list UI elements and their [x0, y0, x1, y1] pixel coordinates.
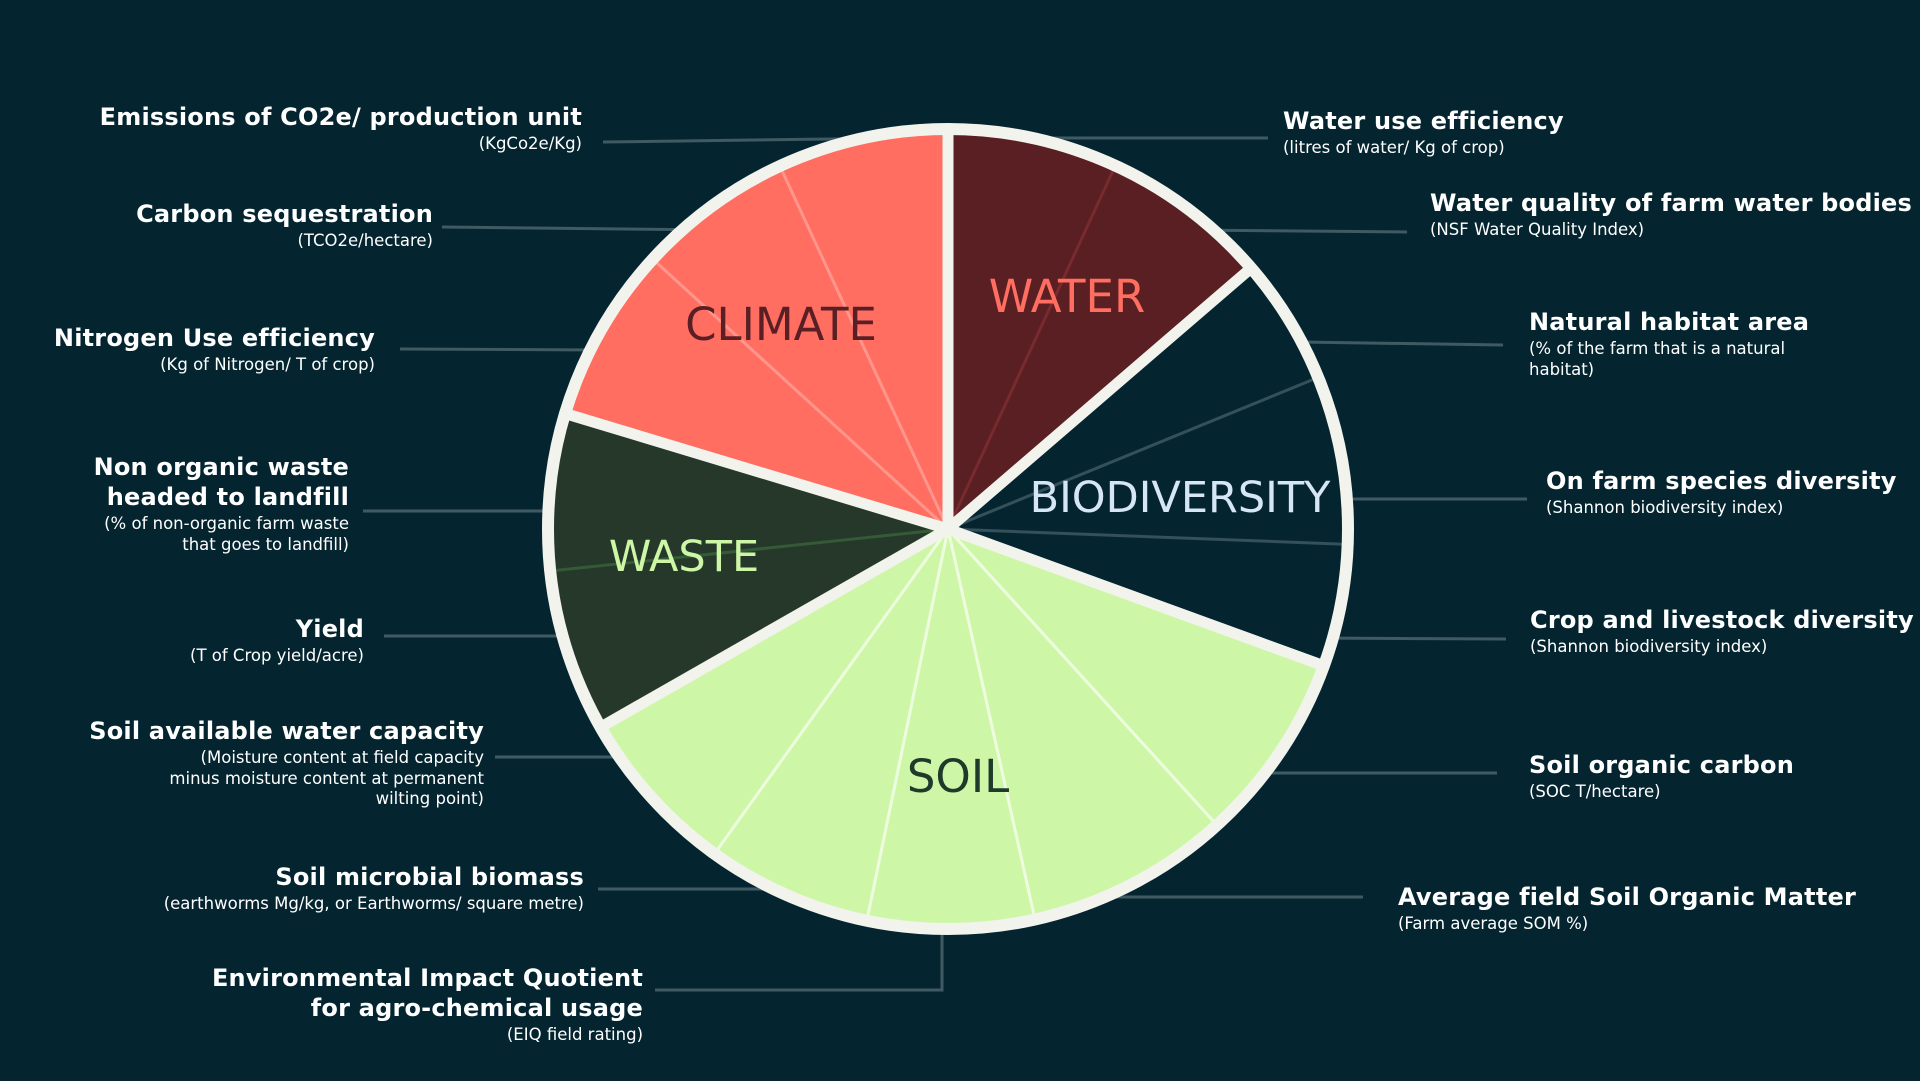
metric-water-use-efficiency: Water use efficiency (litres of water/ K… — [1283, 106, 1564, 159]
metric-non-organic-waste: Non organic waste headed to landfill (% … — [94, 452, 349, 555]
metric-yield: Yield (T of Crop yield/acre) — [190, 614, 364, 667]
connector-nitrogen — [399, 347, 601, 352]
metric-subtitle: (Shannon biodiversity index) — [1546, 498, 1784, 517]
metric-title: Water use efficiency — [1283, 107, 1564, 135]
main-dividers — [563, 129, 1326, 732]
category-label-waste: WASTE — [609, 532, 759, 582]
biodiversity-segment[interactable] — [948, 268, 1348, 666]
metric-subtitle: (EIQ field rating) — [506, 1025, 643, 1044]
metric-subtitle: (earthworms Mg/kg, or Earthworms/ square… — [163, 894, 584, 913]
metric-title: Soil available water capacity — [89, 717, 484, 745]
metric-carbon-sequestration: Carbon sequestration (TCO2e/hectare) — [136, 199, 433, 252]
metric-nitrogen-use: Nitrogen Use efficiency (Kg of Nitrogen/… — [54, 323, 375, 376]
category-label-water: WATER — [989, 270, 1146, 323]
metric-water-quality: Water quality of farm water bodies (NSF … — [1430, 188, 1912, 241]
metric-subtitle: (litres of water/ Kg of crop) — [1283, 138, 1505, 157]
metric-title: Emissions of CO2e/ production unit — [99, 103, 582, 131]
wheel-rim — [542, 123, 1354, 935]
sub-dividers — [550, 165, 1348, 921]
metric-subtitle-line2: that goes to landfill) — [182, 534, 349, 554]
metric-subtitle: (Shannon biodiversity index) — [1530, 637, 1768, 656]
metric-emissions: Emissions of CO2e/ production unit (KgCo… — [100, 102, 582, 155]
category-label-biodiversity: BIODIVERSITY — [1030, 473, 1332, 523]
metric-title-line1: Non organic waste — [93, 453, 349, 481]
metric-crop-livestock-diversity: Crop and livestock diversity (Shannon bi… — [1530, 605, 1914, 658]
metric-soil-water-capacity: Soil available water capacity (Moisture … — [89, 716, 484, 810]
metric-subtitle: (Farm average SOM %) — [1398, 914, 1589, 933]
category-label-climate: CLIMATE — [685, 298, 877, 351]
metric-title: Carbon sequestration — [136, 200, 433, 228]
metric-title: Crop and livestock diversity — [1530, 606, 1914, 634]
climate-segment[interactable] — [565, 129, 948, 529]
metric-subtitle-line1: (Moisture content at field capacity — [200, 748, 484, 767]
metric-subtitle-line2: minus moisture content at permanent — [169, 768, 484, 788]
category-label-soil: SOIL — [907, 750, 1009, 803]
metric-title-line1: Environmental Impact Quotient — [211, 964, 643, 992]
metric-title: Average field Soil Organic Matter — [1398, 883, 1857, 911]
metric-title: Soil organic carbon — [1529, 751, 1794, 779]
metric-subtitle-line1: (% of the farm that is a natural — [1529, 339, 1786, 358]
metric-title-line2: headed to landfill — [106, 483, 349, 511]
metric-title: Natural habitat area — [1529, 308, 1810, 336]
metric-subtitle: (Kg of Nitrogen/ T of crop) — [160, 355, 375, 374]
metric-species-diversity: On farm species diversity (Shannon biodi… — [1546, 466, 1897, 519]
metric-title: Yield — [295, 615, 364, 643]
water-segment[interactable] — [948, 129, 1252, 529]
metric-title: Nitrogen Use efficiency — [53, 324, 375, 352]
metric-subtitle-line1: (% of non-organic farm waste — [104, 514, 349, 533]
metric-title: Water quality of farm water bodies — [1430, 189, 1913, 217]
metric-subtitle-line3: wilting point) — [375, 789, 484, 809]
metric-subtitle-line2: habitat) — [1529, 359, 1595, 379]
metric-subtitle: (T of Crop yield/acre) — [190, 646, 364, 665]
metric-subtitle: (SOC T/hectare) — [1529, 782, 1661, 801]
metric-title: Soil microbial biomass — [275, 863, 584, 891]
metric-title-line2: for agro-chemical usage — [310, 994, 643, 1022]
waste-segment[interactable] — [548, 413, 948, 728]
pie — [548, 129, 1348, 930]
metric-title: On farm species diversity — [1546, 467, 1897, 495]
connector-carbon-sequestration — [441, 225, 721, 232]
metric-natural-habitat-area: Natural habitat area (% of the farm that… — [1529, 307, 1809, 380]
metric-subtitle: (KgCo2e/Kg) — [478, 134, 582, 153]
metric-soil-organic-carbon: Soil organic carbon (SOC T/hectare) — [1529, 750, 1794, 803]
metric-subtitle: (NSF Water Quality Index) — [1430, 220, 1645, 239]
connector-eiq — [655, 915, 944, 992]
metric-soil-microbial-biomass: Soil microbial biomass (earthworms Mg/kg… — [164, 862, 584, 915]
metric-environmental-impact-quotient: Environmental Impact Quotient for agro-c… — [212, 963, 643, 1046]
connector-lines — [363, 136, 1527, 992]
connector-habitat — [1299, 340, 1504, 347]
connector-crop-livestock — [1309, 636, 1507, 641]
metric-subtitle: (TCO2e/hectare) — [297, 231, 433, 250]
metric-soil-organic-matter: Average field Soil Organic Matter (Farm … — [1398, 882, 1856, 935]
